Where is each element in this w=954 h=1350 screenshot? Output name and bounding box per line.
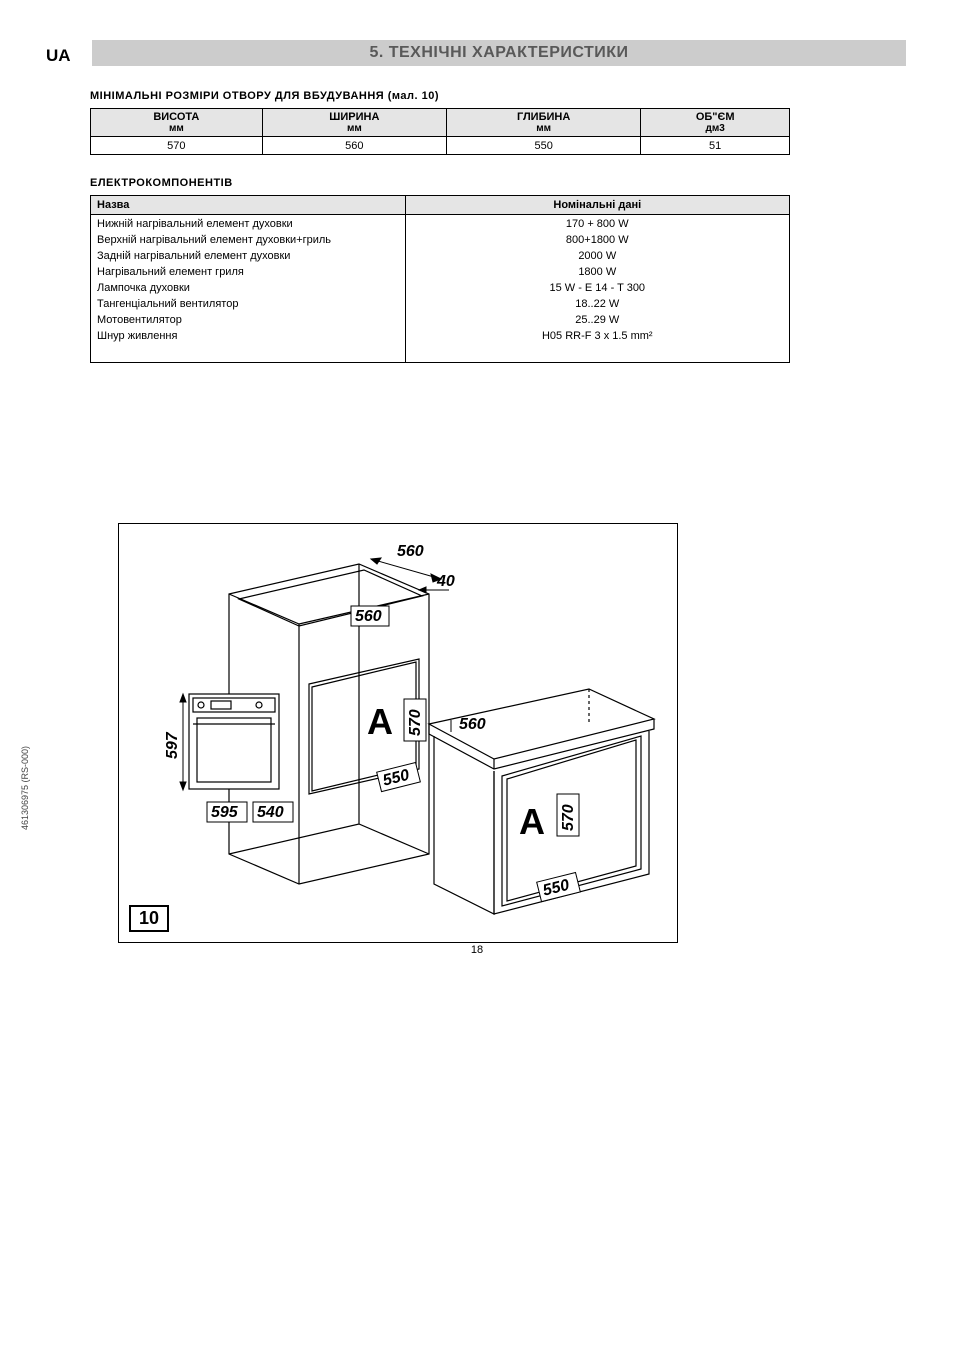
dim-597: 597	[164, 732, 181, 760]
dim-right-560: 560	[459, 716, 486, 733]
label-a-left: A	[367, 701, 393, 742]
dim-570-right: 570	[560, 805, 577, 832]
dimensions-table: ВИСОТА мм ШИРИНА мм ГЛИБИНА мм ОБ"ЄМ дм3	[90, 108, 790, 155]
page-number: 18	[0, 944, 954, 956]
subheading-components: ЕЛЕКТРОКОМПОНЕНТІВ	[90, 177, 906, 189]
subheading-dimensions: МІНІМАЛЬНІ РОЗМІРИ ОТВОРУ ДЛЯ ВБУДУВАННЯ…	[90, 90, 906, 102]
oven-front-drawing	[189, 694, 279, 789]
figure-number: 10	[129, 905, 169, 932]
document-code: 461306975 (RS-000)	[20, 746, 30, 830]
comp-header-name: Назва	[91, 196, 406, 215]
dim-top-560: 560	[397, 543, 424, 560]
components-table: Назва Номінальні дані Нижній нагрівальни…	[90, 195, 790, 363]
section-title: 5. ТЕХНІЧНІ ХАРАКТЕРИСТИКИ	[92, 40, 906, 66]
dim-595: 595	[211, 804, 239, 821]
table-row: Нижній нагрівальний елемент духовки Верх…	[91, 215, 790, 363]
dim-570-left: 570	[407, 710, 424, 737]
dim-540: 540	[257, 804, 284, 821]
language-tag: UA	[46, 46, 71, 66]
dims-header-height: ВИСОТА мм	[91, 109, 263, 137]
installation-diagram: 560 40 560 A 570 597 59	[118, 523, 678, 943]
comp-header-data: Номінальні дані	[405, 196, 789, 215]
dim-inner-560: 560	[355, 608, 382, 625]
dim-40: 40	[436, 573, 455, 590]
label-a-right: A	[519, 801, 545, 842]
dims-header-volume: ОБ"ЄМ дм3	[641, 109, 790, 137]
table-row: 570 560 550 51	[91, 137, 790, 155]
dims-header-width: ШИРИНА мм	[262, 109, 446, 137]
dims-header-depth: ГЛИБИНА мм	[447, 109, 641, 137]
